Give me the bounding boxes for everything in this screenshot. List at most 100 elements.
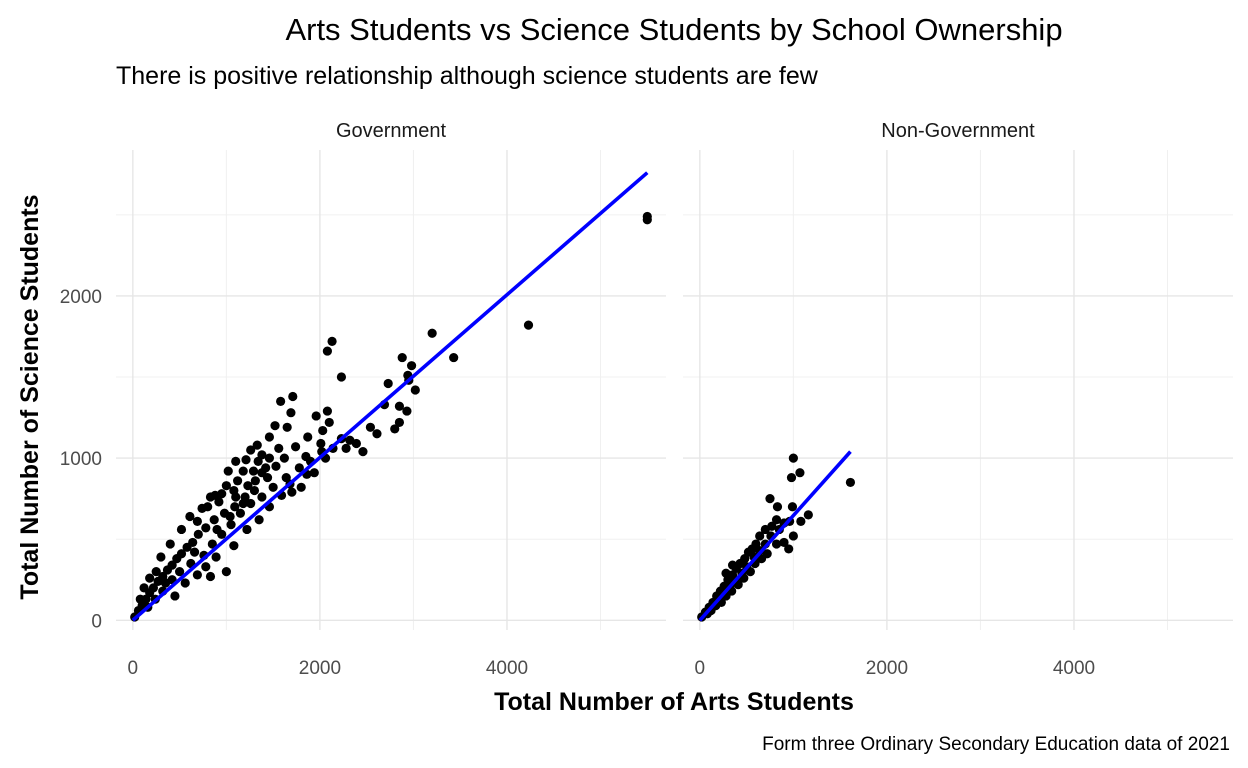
data-point — [257, 492, 267, 502]
x-axis-label: Total Number of Arts Students — [494, 688, 854, 716]
data-point — [287, 487, 297, 497]
data-point — [248, 466, 259, 476]
data-point — [397, 352, 407, 363]
data-point — [779, 537, 789, 548]
data-point — [803, 510, 813, 520]
data-point — [755, 531, 765, 541]
data-point — [223, 466, 233, 476]
data-point — [727, 560, 738, 570]
data-point — [243, 481, 253, 491]
data-point — [235, 508, 246, 518]
data-point — [270, 421, 280, 431]
facet-label: Government — [336, 120, 446, 142]
data-point — [162, 565, 173, 575]
data-point — [205, 571, 216, 582]
data-point — [784, 544, 794, 554]
data-point — [203, 502, 213, 512]
x-tick-label: 0 — [128, 658, 139, 679]
data-point — [249, 485, 260, 496]
data-point — [170, 591, 180, 601]
data-point — [771, 539, 782, 549]
data-point — [250, 476, 260, 486]
data-point — [271, 461, 281, 471]
facet-panel: Non-Government 0 2000 4000 — [683, 120, 1233, 679]
data-point — [787, 502, 798, 512]
data-point — [286, 408, 296, 418]
data-point — [238, 498, 248, 509]
data-point — [276, 396, 286, 406]
data-point — [262, 472, 273, 483]
x-tick-label: 2000 — [299, 658, 341, 679]
x-tick-label: 4000 — [1053, 658, 1095, 679]
fit-line — [698, 450, 852, 622]
data-point — [402, 406, 412, 416]
data-point — [145, 573, 155, 583]
data-point — [231, 456, 241, 466]
data-point — [358, 447, 368, 457]
chart-subtitle: There is positive relationship although … — [116, 62, 819, 90]
data-point — [268, 482, 278, 492]
data-point — [221, 481, 231, 491]
x-tick-label: 0 — [695, 658, 706, 679]
data-point — [303, 432, 313, 442]
data-point — [201, 523, 211, 533]
x-tick-label: 2000 — [866, 658, 908, 679]
data-point — [760, 524, 770, 535]
data-point — [253, 456, 263, 466]
data-point — [201, 562, 211, 572]
data-point — [192, 516, 202, 526]
data-point — [175, 567, 185, 577]
data-point — [845, 477, 856, 488]
data-point — [296, 482, 306, 492]
data-point — [226, 519, 236, 530]
data-point — [242, 524, 252, 535]
data-point — [316, 438, 326, 449]
data-point — [345, 435, 355, 445]
data-point — [282, 422, 292, 432]
data-point — [264, 453, 275, 463]
data-point — [322, 346, 332, 356]
data-point — [449, 352, 459, 363]
facet-label: Non-Government — [881, 120, 1035, 142]
x-tick-label: 4000 — [486, 658, 528, 679]
data-point — [786, 472, 797, 483]
data-point — [788, 531, 798, 541]
data-point — [241, 455, 251, 465]
data-point — [246, 445, 256, 455]
data-point — [365, 422, 376, 432]
data-point — [264, 432, 275, 442]
data-point — [309, 468, 319, 478]
data-point — [225, 511, 235, 522]
data-point — [274, 443, 284, 453]
y-tick-label: 0 — [91, 611, 102, 632]
y-tick-label: 1000 — [60, 449, 102, 470]
data-point — [230, 502, 240, 512]
data-point — [209, 515, 219, 525]
data-point — [238, 466, 248, 476]
data-point — [189, 547, 200, 557]
data-point — [229, 541, 239, 551]
data-point — [294, 463, 304, 473]
data-point — [221, 567, 231, 577]
chart-title: Arts Students vs Science Students by Sch… — [285, 12, 1062, 47]
data-point — [765, 494, 775, 504]
data-point — [394, 417, 405, 428]
data-point — [231, 492, 241, 502]
data-point — [180, 578, 190, 588]
data-point — [523, 320, 534, 330]
data-point — [279, 453, 289, 463]
data-point — [322, 406, 332, 416]
data-point — [772, 502, 783, 512]
data-point — [771, 515, 782, 525]
chart-caption: Form three Ordinary Secondary Education … — [762, 734, 1230, 755]
data-point — [796, 516, 806, 526]
data-point — [153, 576, 163, 586]
data-point — [324, 417, 334, 428]
data-point — [176, 524, 187, 535]
data-point — [341, 443, 351, 453]
data-point — [182, 542, 192, 552]
y-axis-label: Total Number of Science Students — [16, 194, 44, 599]
data-point — [372, 429, 382, 439]
data-point — [212, 524, 222, 535]
